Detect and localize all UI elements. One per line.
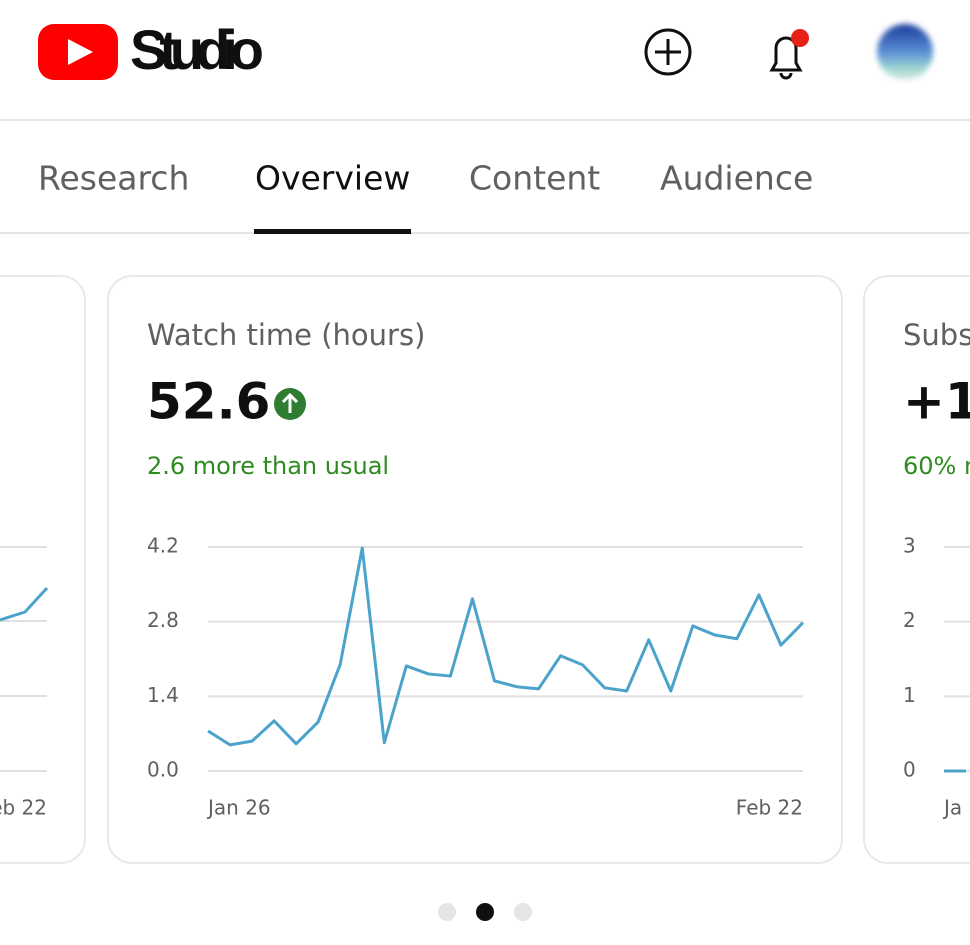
x-tick-label: Jan 26 (206, 796, 271, 820)
y-tick-label: 1.4 (147, 683, 179, 707)
card-title: Watch time (hours) (147, 318, 425, 352)
tab-indicator (254, 229, 411, 234)
tab[interactable]: Research (38, 159, 189, 198)
card-value: 52.6 (147, 373, 270, 431)
tab[interactable]: Audience (660, 159, 813, 198)
page-dot-active[interactable] (476, 903, 494, 921)
left-card-chart (0, 546, 49, 772)
card-value: +1 (903, 373, 970, 431)
tab-active[interactable]: Overview (255, 159, 410, 198)
card[interactable] (863, 275, 970, 864)
notifications-button[interactable] (769, 29, 809, 80)
x-tick-label: eb 22 (0, 796, 47, 820)
card[interactable] (0, 275, 86, 864)
tab[interactable]: Content (469, 159, 600, 198)
avatar[interactable] (877, 24, 933, 80)
card-note: 60% m (903, 452, 970, 480)
data-line (207, 546, 805, 747)
x-tick-label: Feb 22 (736, 796, 803, 820)
x-tick-label: Ja (942, 796, 962, 820)
y-tick-label: 2 (903, 608, 916, 632)
card[interactable] (107, 275, 843, 864)
up-arrow (281, 392, 299, 413)
y-tick-label: 4.2 (147, 534, 179, 558)
page-dot[interactable] (514, 903, 532, 921)
y-tick-label: 3 (903, 534, 916, 558)
y-tick-label: 2.8 (147, 608, 179, 632)
card-note: 2.6 more than usual (147, 452, 389, 480)
create-button[interactable] (644, 28, 692, 76)
brand: Studio (130, 18, 264, 81)
y-tick-label: 0 (903, 758, 916, 782)
y-tick-label: 0.0 (147, 758, 179, 782)
y-tick-label: 1 (903, 683, 916, 707)
logo-play (68, 39, 93, 65)
card-title: Subs (903, 318, 970, 352)
page-dot[interactable] (438, 903, 456, 921)
